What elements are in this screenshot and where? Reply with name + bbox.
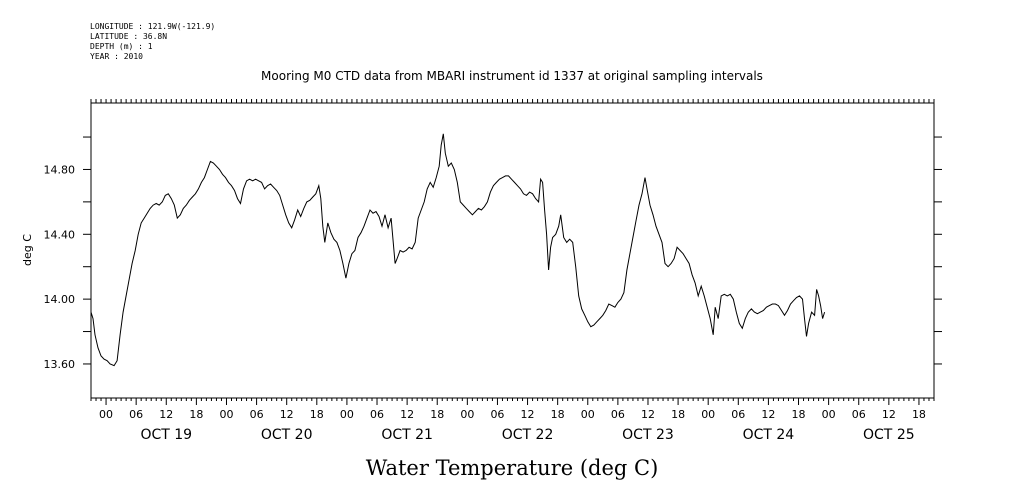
x-hour-label: 06 xyxy=(490,408,504,421)
x-hour-label: 18 xyxy=(792,408,806,421)
x-hour-label: 12 xyxy=(521,408,535,421)
x-hour-label: 06 xyxy=(250,408,264,421)
x-hour-label: 18 xyxy=(912,408,926,421)
x-hour-label: 12 xyxy=(882,408,896,421)
bottom-ticks xyxy=(90,398,935,405)
x-day-label: OCT 21 xyxy=(381,427,433,443)
x-hour-label: 06 xyxy=(611,408,625,421)
x-hour-label: 12 xyxy=(400,408,414,421)
x-hour-label: 00 xyxy=(340,408,354,421)
x-day-label: OCT 24 xyxy=(743,427,795,443)
x-day-label: OCT 20 xyxy=(261,427,313,443)
y-tick-label: 14.40 xyxy=(44,228,76,241)
metadata-latitude: LATITUDE : 36.8N xyxy=(90,32,168,41)
x-day-label: OCT 22 xyxy=(502,427,554,443)
x-hour-label: 12 xyxy=(641,408,655,421)
x-hour-label: 00 xyxy=(581,408,595,421)
x-hour-label: 12 xyxy=(159,408,173,421)
x-hour-label: 00 xyxy=(219,408,233,421)
plot-frame xyxy=(90,102,935,399)
x-hour-label: 18 xyxy=(430,408,444,421)
metadata-longitude: LONGITUDE : 121.9W(-121.9) xyxy=(90,22,216,31)
x-day-label: OCT 19 xyxy=(140,427,192,443)
x-hour-label: 18 xyxy=(189,408,203,421)
x-hour-label: 12 xyxy=(761,408,775,421)
y-axis-ticks xyxy=(83,136,942,365)
metadata-year: YEAR : 2010 xyxy=(90,52,143,61)
y-axis-label: deg C xyxy=(21,234,34,266)
x-day-labels: OCT 19 OCT 20 OCT 21 OCT 22 OCT 23 OCT 24 OCT … xyxy=(140,427,914,443)
x-hour-label: 06 xyxy=(129,408,143,421)
chart-title: Mooring M0 CTD data from MBARI instrumen… xyxy=(261,69,763,83)
x-hour-label: 00 xyxy=(701,408,715,421)
x-hour-label: 00 xyxy=(99,408,113,421)
x-hour-label: 18 xyxy=(310,408,324,421)
x-hour-label: 12 xyxy=(280,408,294,421)
x-hour-label: 06 xyxy=(370,408,384,421)
x-day-label: OCT 25 xyxy=(863,427,915,443)
x-day-label: OCT 23 xyxy=(622,427,674,443)
x-hour-label: 00 xyxy=(822,408,836,421)
temperature-series-line xyxy=(90,133,826,367)
y-tick-label: 14.80 xyxy=(44,163,76,176)
y-tick-label: 14.00 xyxy=(44,293,76,306)
x-hour-label: 18 xyxy=(551,408,565,421)
metadata-depth: DEPTH (m) : 1 xyxy=(90,42,153,51)
y-tick-labels: 13.60 14.00 14.40 14.80 xyxy=(44,163,76,371)
x-hour-label: 06 xyxy=(852,408,866,421)
x-axis-label: Water Temperature (deg C) xyxy=(366,456,659,480)
top-minor-ticks xyxy=(90,99,935,103)
metadata-block: LONGITUDE : 121.9W(-121.9) LATITUDE : 36… xyxy=(90,22,215,62)
x-hour-label: 06 xyxy=(731,408,745,421)
x-hour-label: 18 xyxy=(671,408,685,421)
x-hour-label: 00 xyxy=(460,408,474,421)
x-hour-labels: 00 06 12 18 00 06 12 18 00 06 12 18 00 06 12 18 00 06 12 18… xyxy=(99,408,926,421)
y-tick-label: 13.60 xyxy=(44,358,76,371)
